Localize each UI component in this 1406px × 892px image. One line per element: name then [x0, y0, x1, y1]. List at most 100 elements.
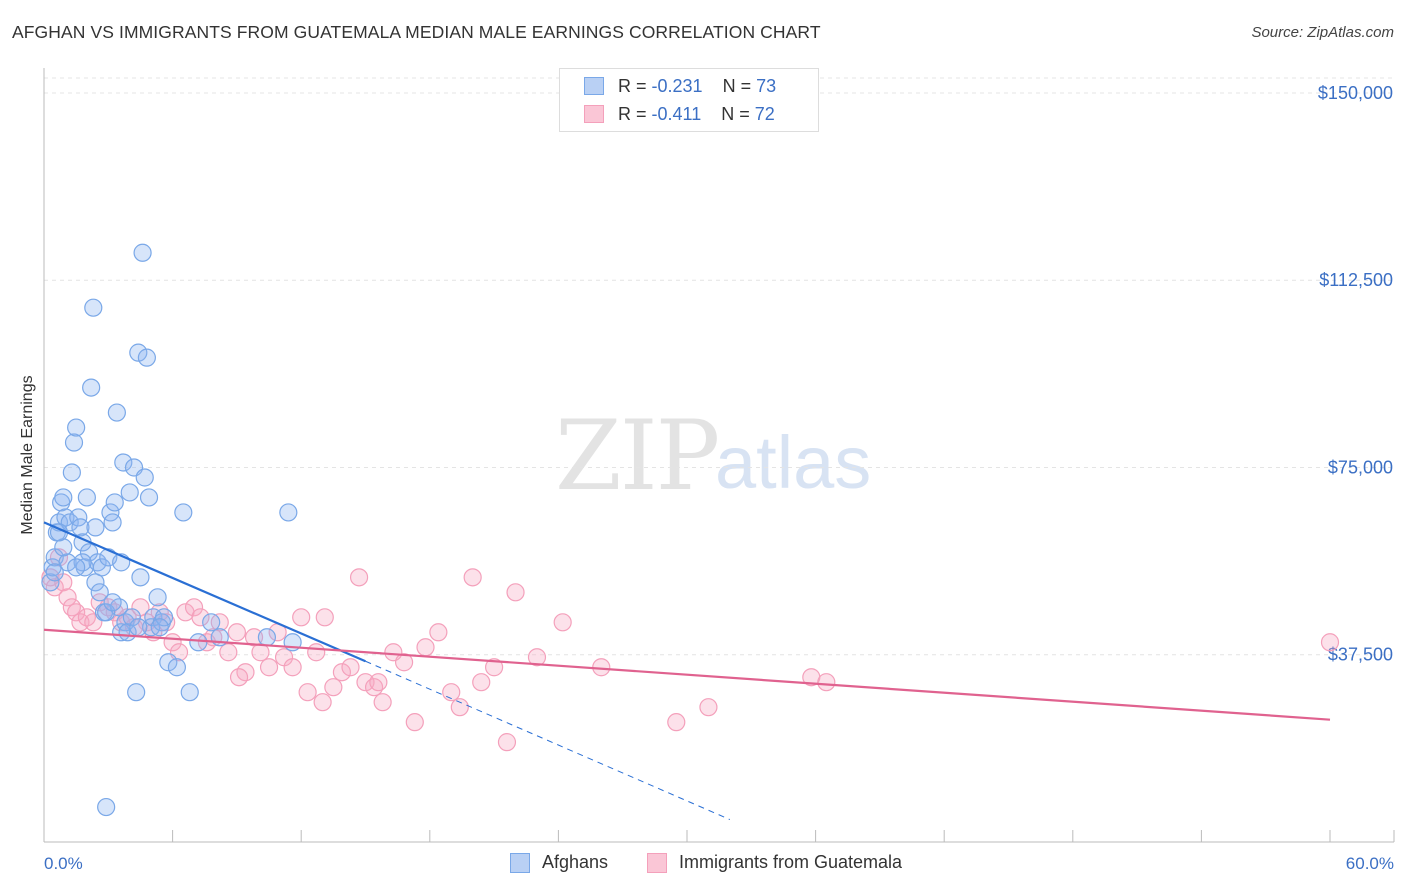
source-label: Source: ZipAtlas.com	[1251, 24, 1394, 41]
legend-r-value: -0.411	[651, 103, 702, 124]
guatemala-point	[219, 643, 238, 662]
guatemala-point	[67, 603, 86, 622]
afghans-point	[174, 503, 193, 522]
guatemala-point	[369, 673, 388, 692]
guatemala-trend-line	[43, 628, 1331, 721]
guatemala-point	[58, 588, 77, 607]
y-tick-label: $37,500	[1328, 645, 1393, 665]
guatemala-point	[699, 698, 718, 717]
legend-r-value: -0.231	[651, 75, 703, 96]
afghans-point	[64, 433, 84, 452]
guatemala-point	[497, 733, 517, 752]
afghans-point	[84, 298, 103, 317]
watermark-zip: ZIP	[555, 400, 720, 512]
afghans-point	[127, 683, 146, 702]
guatemala-point	[283, 658, 302, 677]
afghans-point	[86, 518, 105, 537]
legend-n-label: N =	[722, 75, 757, 96]
afghans-trend-line	[43, 521, 366, 663]
guatemala-point	[244, 628, 264, 647]
guatemala-point	[315, 608, 334, 627]
afghans-point	[97, 797, 116, 817]
afghans-point	[279, 503, 298, 522]
y-tick-label: $75,000	[1328, 457, 1393, 477]
afghans-point	[137, 348, 156, 367]
legend-n-label: N =	[721, 103, 755, 124]
afghans-point	[97, 603, 116, 622]
guatemala-point	[313, 693, 332, 712]
afghans-legend-icon	[510, 852, 530, 873]
afghans-point	[92, 558, 111, 577]
guatemala-point	[506, 583, 525, 602]
bottom-legend-afghans: Afghans	[510, 852, 608, 873]
guatemala-point	[394, 653, 414, 672]
afghans-point	[82, 378, 101, 397]
guatemala-point	[229, 668, 249, 687]
afghans-point	[202, 613, 221, 632]
afghans-point	[167, 658, 186, 677]
bottom-legend-guatemala: Immigrants from Guatemala	[647, 852, 902, 873]
chart-title: AFGHAN VS IMMIGRANTS FROM GUATEMALA MEDI…	[12, 22, 821, 42]
guatemala-point	[341, 658, 360, 677]
afghans-point	[139, 488, 159, 507]
guatemala-point	[259, 658, 279, 677]
afghans-point	[90, 583, 109, 602]
afghans-point	[77, 488, 96, 507]
guatemala-point	[324, 678, 343, 697]
watermark-atlas: atlas	[715, 421, 872, 504]
x-tick-label-min: 0.0%	[44, 854, 83, 873]
afghans-point	[41, 573, 60, 592]
guatemala-legend-icon	[647, 852, 667, 873]
guatemala-point	[485, 658, 504, 677]
afghans-point	[129, 343, 148, 362]
afghans-point	[67, 418, 86, 437]
afghans-point	[62, 463, 81, 482]
afghans-point	[103, 593, 122, 612]
bottom-legend: Afghans Immigrants from Guatemala	[0, 852, 1406, 878]
afghans-point	[54, 488, 73, 507]
afghans-point	[133, 243, 152, 262]
afghans-point	[150, 618, 169, 637]
y-tick-label: $150,000	[1318, 83, 1393, 103]
afghans-point	[54, 538, 73, 557]
guatemala-point	[191, 608, 210, 627]
afghans-point	[148, 588, 167, 607]
guatemala-point	[307, 643, 326, 662]
afghans-point	[71, 518, 90, 537]
afghans-point	[122, 608, 141, 627]
guatemala-point	[463, 568, 482, 587]
guatemala-point	[416, 638, 435, 657]
correlation-legend: R = -0.231 N = 73 R = -0.411 N = 72	[559, 68, 819, 132]
guatemala-point	[251, 643, 270, 662]
afghans-trend-extension	[365, 660, 731, 820]
afghans-point	[105, 493, 124, 512]
bottom-legend-afghans-label: Afghans	[542, 852, 609, 872]
guatemala-point	[332, 663, 352, 682]
guatemala-point	[667, 713, 686, 732]
afghans-point	[131, 568, 150, 587]
x-tick-label-max: 60.0%	[1346, 854, 1394, 873]
guatemala-point	[405, 713, 424, 732]
bottom-legend-guatemala-label: Immigrants from Guatemala	[679, 852, 903, 872]
afghans-point	[129, 618, 148, 637]
guatemala-swatch-icon	[584, 105, 604, 123]
afghans-point	[86, 573, 105, 592]
legend-n-value: 73	[756, 75, 777, 96]
legend-n-value: 72	[754, 103, 775, 124]
afghans-point	[135, 468, 154, 487]
afghans-point	[154, 608, 174, 627]
guatemala-point	[817, 673, 836, 692]
guatemala-point	[1320, 633, 1340, 652]
afghans-point	[103, 513, 122, 532]
afghans-point	[114, 453, 133, 472]
legend-r-label: R =	[618, 103, 652, 124]
afghans-point	[45, 563, 64, 582]
guatemala-point	[450, 698, 469, 717]
afghans-point	[180, 683, 199, 702]
afghans-point	[159, 653, 178, 672]
guatemala-point	[49, 548, 69, 567]
afghans-point	[67, 558, 86, 577]
afghans-point	[144, 608, 163, 627]
legend-r-label: R =	[618, 75, 652, 96]
